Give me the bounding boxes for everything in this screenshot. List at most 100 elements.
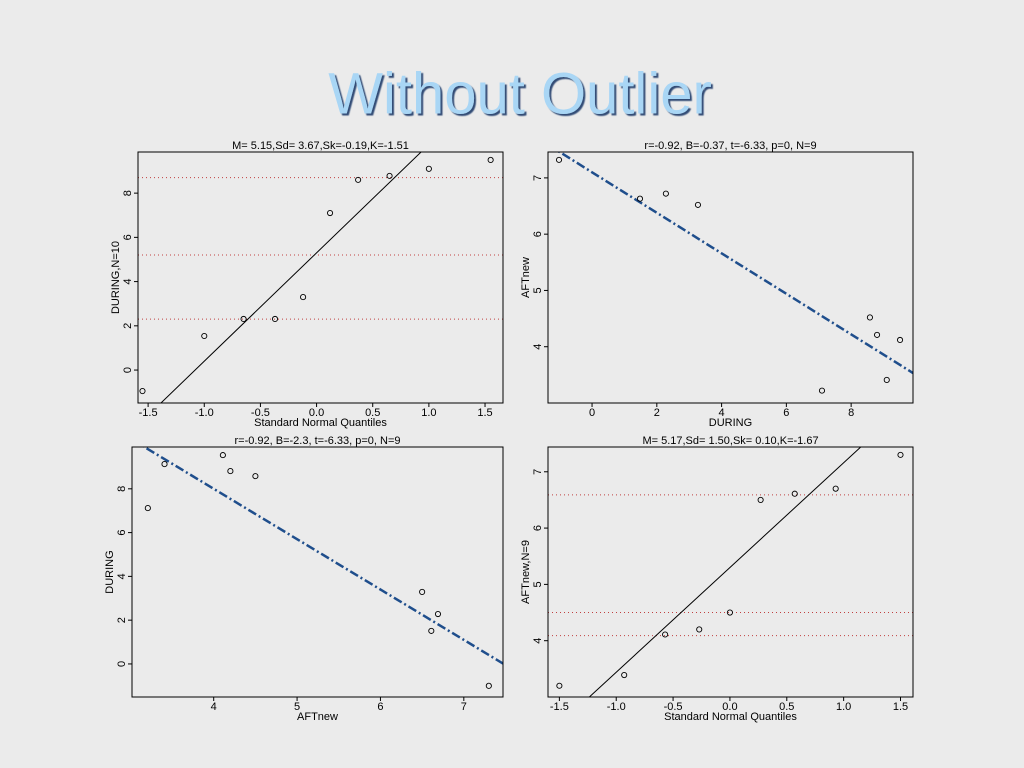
point [556, 682, 563, 689]
y-tick-label: 7 [532, 175, 544, 181]
x-tick-label: 0.5 [779, 701, 794, 713]
x-axis-label: AFTnew [297, 711, 338, 723]
point [419, 588, 426, 595]
x-tick-label: 2 [654, 407, 660, 419]
x-tick-label: 0 [589, 407, 595, 419]
point [636, 195, 644, 202]
y-tick-label: 2 [122, 323, 134, 329]
point [662, 190, 669, 197]
x-tick-label: 4 [211, 701, 217, 713]
y-tick-label: 7 [532, 469, 544, 475]
x-tick-label: -0.5 [251, 407, 270, 419]
point [791, 490, 798, 497]
point [897, 451, 904, 458]
y-tick-label: 8 [116, 486, 128, 492]
x-tick-label: 1.0 [421, 407, 436, 419]
point [832, 485, 839, 492]
y-tick-label: 6 [532, 231, 544, 237]
plot-frame [547, 446, 914, 698]
y-tick-label: 0 [122, 367, 134, 373]
chart-title: M= 5.15,Sd= 3.67,Sk=-0.19,K=-1.51 [232, 140, 409, 152]
point [144, 505, 151, 512]
x-tick-label: 7 [461, 701, 467, 713]
point [896, 336, 904, 344]
y-tick-label: 4 [532, 638, 544, 644]
point [696, 626, 703, 633]
point [726, 609, 733, 616]
x-tick-label: 6 [783, 407, 789, 419]
x-tick-label: 1.5 [477, 407, 492, 419]
point [757, 496, 764, 503]
chart-title: r=-0.92, B=-0.37, t=-6.33, p=0, N=9 [644, 140, 816, 152]
point [161, 461, 168, 468]
x-tick-label: 6 [377, 701, 383, 713]
y-axis-label: AFTnew,N=9 [520, 540, 532, 604]
point [227, 468, 234, 475]
y-axis-label: DURING [104, 550, 116, 593]
y-tick-label: 4 [122, 279, 134, 285]
x-tick-label: 5 [294, 701, 300, 713]
point [866, 314, 873, 321]
point [355, 176, 362, 183]
point [271, 315, 279, 323]
x-tick-label: -1.0 [195, 407, 214, 419]
y-axis-label: DURING,N=10 [110, 241, 122, 314]
y-tick-label: 2 [116, 617, 128, 623]
plot-frame [131, 446, 504, 698]
x-axis-label: Standard Normal Quantiles [664, 711, 797, 723]
chart-title: r=-0.92, B=-2.3, t=-6.33, p=0, N=9 [234, 435, 400, 447]
point [883, 376, 890, 383]
x-tick-label: -0.5 [664, 701, 683, 713]
point [485, 682, 492, 689]
point [487, 156, 494, 164]
y-tick-label: 6 [116, 530, 128, 536]
point [300, 294, 307, 301]
y-tick-label: 5 [532, 581, 544, 587]
x-tick-label: 0.0 [309, 407, 324, 419]
point [662, 631, 669, 638]
y-tick-label: 6 [532, 525, 544, 531]
y-tick-label: 8 [122, 190, 134, 196]
x-tick-label: 8 [848, 407, 854, 419]
point [434, 610, 442, 618]
x-tick-label: 1.0 [836, 701, 851, 713]
x-tick-label: -1.5 [550, 701, 569, 713]
x-tick-label: -1.5 [139, 407, 158, 419]
point [252, 473, 259, 480]
point [139, 388, 146, 395]
x-tick-label: -1.0 [607, 701, 626, 713]
x-tick-label: 1.5 [893, 701, 908, 713]
y-tick-label: 5 [532, 287, 544, 293]
point [219, 452, 226, 459]
point [555, 156, 563, 163]
point [386, 172, 393, 179]
fit-line [142, 447, 503, 665]
y-tick-label: 4 [116, 573, 128, 579]
x-tick-label: 0.0 [722, 701, 737, 713]
point [425, 165, 432, 172]
point [621, 671, 628, 679]
x-tick-label: 0.5 [365, 407, 380, 419]
plot-frame [547, 151, 914, 404]
chart-title: M= 5.17,Sd= 1.50,Sk= 0.10,K=-1.67 [642, 435, 818, 447]
y-tick-label: 0 [116, 661, 128, 667]
point [201, 332, 208, 340]
y-tick-label: 6 [122, 234, 134, 240]
plot-frame [137, 151, 504, 404]
point [694, 201, 702, 208]
point [326, 209, 334, 217]
point [428, 627, 435, 634]
x-tick-label: 4 [719, 407, 725, 419]
point [874, 331, 881, 338]
slide-title: Without Outlier [328, 61, 712, 126]
point [818, 387, 826, 394]
fit-line [160, 152, 422, 403]
fit-line [588, 447, 862, 697]
y-axis-label: AFTnew [520, 257, 532, 298]
fit-line [557, 152, 913, 375]
point [240, 315, 247, 323]
x-axis-label: Standard Normal Quantiles [254, 417, 387, 429]
x-axis-label: DURING [709, 417, 752, 429]
